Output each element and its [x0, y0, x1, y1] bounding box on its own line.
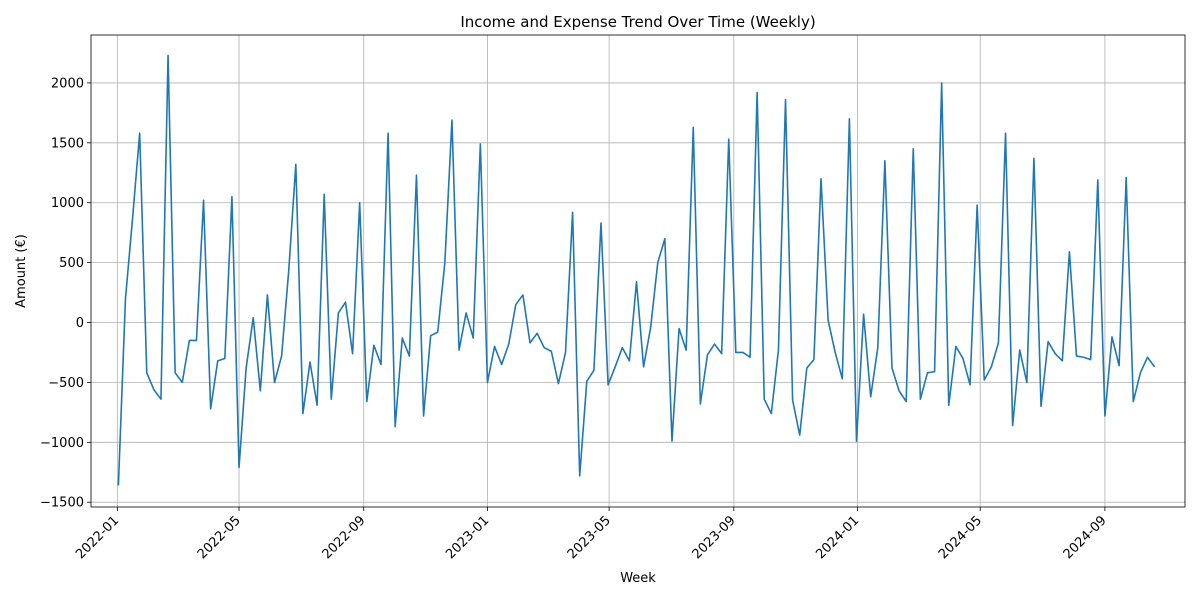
- series-line: [117, 54, 1156, 486]
- series-layer: [117, 54, 1156, 486]
- y-tick-label: −1000: [40, 436, 84, 451]
- y-tick-label: 500: [59, 256, 84, 271]
- y-axis-title: Amount (€): [14, 234, 29, 308]
- y-tick-label: 2000: [51, 76, 84, 91]
- grid: [91, 35, 1185, 507]
- y-tick-label: −500: [48, 376, 84, 391]
- y-tick-label: 0: [76, 316, 84, 331]
- plot-frame: [90, 34, 1186, 508]
- y-tick-label: 1500: [51, 136, 84, 151]
- x-axis-title: Week: [620, 571, 656, 586]
- y-tick-label: −1500: [40, 496, 84, 511]
- y-tick-label: 1000: [51, 196, 84, 211]
- chart-title: Income and Expense Trend Over Time (Week…: [460, 13, 815, 31]
- y-axis: −1500 −1000 −500 0 500 1000 1500 2000: [40, 76, 91, 511]
